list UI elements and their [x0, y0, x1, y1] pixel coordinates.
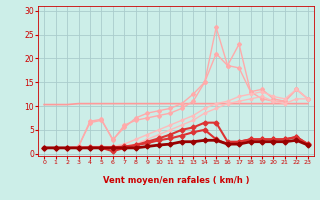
X-axis label: Vent moyen/en rafales ( km/h ): Vent moyen/en rafales ( km/h ) — [103, 176, 249, 185]
